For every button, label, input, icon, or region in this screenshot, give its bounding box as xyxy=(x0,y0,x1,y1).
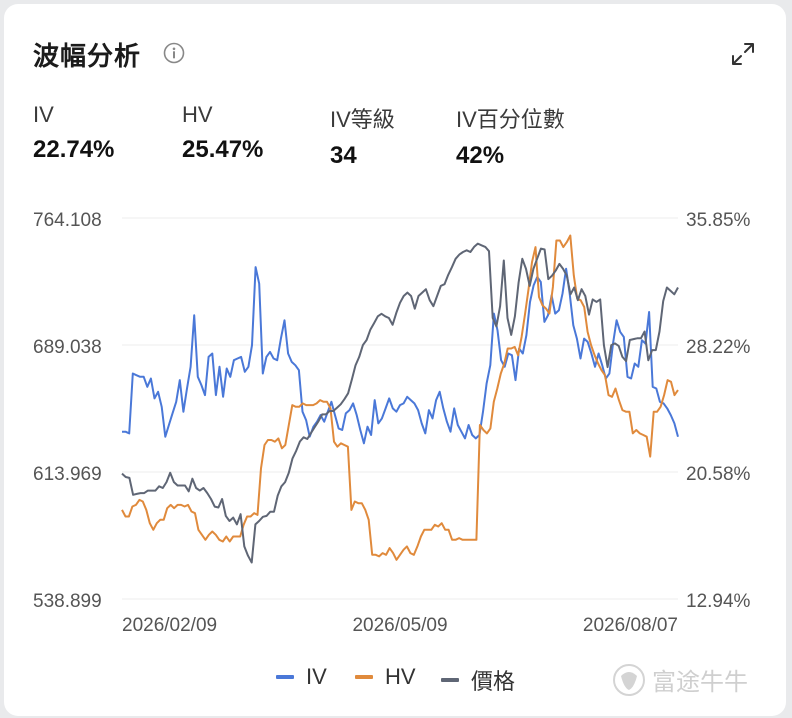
legend-item-price[interactable]: 價格 xyxy=(441,664,515,696)
stat-iv-percentile: IV百分位數 42% xyxy=(456,102,565,170)
stat-label: IV百分位數 xyxy=(456,107,565,132)
series-line-price xyxy=(121,242,679,564)
card-title: 波幅分析 xyxy=(33,41,142,71)
y-right-tick-label: 35.85% xyxy=(686,210,751,231)
stat-iv-rank: IV等級 34 xyxy=(330,102,395,170)
chart-legend: IV HV 價格 xyxy=(0,664,792,694)
legend-label: HV xyxy=(385,664,416,689)
stat-value: 42% xyxy=(456,142,505,169)
stat-label: IV xyxy=(33,102,54,127)
chart-ticks: 764.108 35.85% 689.038 28.22% 613.969 20.58% 5… xyxy=(33,210,751,636)
volatility-card xyxy=(4,4,786,716)
legend-swatch-price xyxy=(441,678,459,682)
y-left-tick-label: 538.899 xyxy=(33,591,102,612)
watermark: 富途牛牛 xyxy=(612,662,748,697)
chart-grid xyxy=(122,217,678,600)
legend-item-iv[interactable]: IV xyxy=(276,664,327,690)
legend-label: IV xyxy=(306,664,327,689)
stat-hv: HV 25.47% xyxy=(182,102,263,164)
futu-bull-logo-icon xyxy=(613,663,645,696)
stat-iv: IV 22.74% xyxy=(33,102,114,164)
legend-item-hv[interactable]: HV xyxy=(355,664,416,690)
y-right-tick-label: 28.22% xyxy=(686,337,751,358)
stat-value: 22.74% xyxy=(33,136,115,163)
x-tick-label: 2026/02/09 xyxy=(122,615,217,636)
series-line-iv xyxy=(122,266,679,445)
stat-label: IV等級 xyxy=(330,107,395,132)
stat-value: 34 xyxy=(330,142,357,169)
info-icon[interactable] xyxy=(163,42,185,64)
y-left-tick-label: 764.108 xyxy=(33,210,102,231)
stat-value: 25.47% xyxy=(182,136,264,163)
legend-swatch-hv xyxy=(355,675,373,679)
watermark-text: 富途牛牛 xyxy=(652,669,748,696)
series-line-hv xyxy=(121,234,679,561)
y-left-tick-label: 613.969 xyxy=(33,464,102,485)
expand-icon[interactable] xyxy=(730,41,756,67)
stat-label: HV xyxy=(182,102,213,127)
x-tick-label: 2026/08/07 xyxy=(583,615,678,636)
chart-series xyxy=(121,234,679,564)
legend-label: 價格 xyxy=(471,669,516,694)
legend-swatch-iv xyxy=(276,675,294,679)
y-right-tick-label: 12.94% xyxy=(686,591,751,612)
y-right-tick-label: 20.58% xyxy=(686,464,751,485)
y-left-tick-label: 689.038 xyxy=(33,337,102,358)
x-tick-label: 2026/05/09 xyxy=(352,615,447,636)
